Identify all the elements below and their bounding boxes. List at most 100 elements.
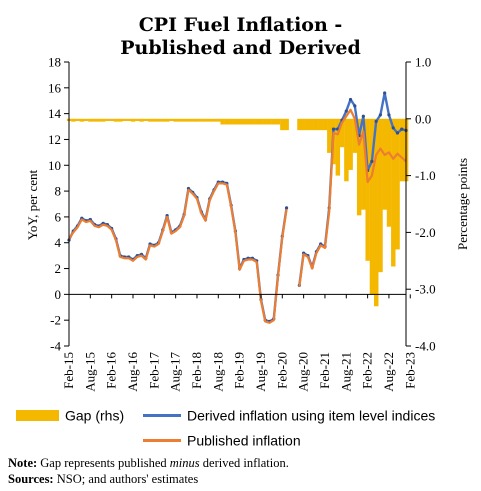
- chart-sources: Sources: NSO; and authors' estimates: [8, 472, 198, 487]
- x-tick-label: Aug-21: [338, 352, 353, 392]
- gap-bar: [211, 118, 217, 122]
- x-tick-label: Aug-17: [168, 352, 183, 392]
- series-lines: [67, 91, 408, 324]
- gap-bar: [382, 118, 388, 210]
- y-tick-label: 10: [48, 158, 61, 173]
- gap-bar: [254, 118, 260, 125]
- legend-derived-label: Derived inflation using item level indic…: [187, 407, 436, 424]
- x-tick-label: Feb-18: [189, 352, 204, 389]
- gap-bar: [361, 118, 366, 210]
- gap-bar: [327, 118, 332, 153]
- y2-tick-label: 1.0: [415, 55, 431, 70]
- gap-bar: [352, 118, 358, 153]
- gap-bar: [344, 118, 349, 182]
- gap-bar: [378, 118, 383, 273]
- gap-bar: [280, 118, 285, 131]
- y-tick-label: -2: [50, 313, 61, 328]
- gap-bar: [177, 118, 183, 122]
- published-line: [68, 108, 407, 324]
- gap-bar: [152, 118, 157, 122]
- gap-bar: [96, 118, 102, 122]
- gap-bar: [164, 118, 170, 122]
- gap-bar: [113, 118, 119, 122]
- gap-bar: [83, 118, 89, 121]
- y-axis-label: YoY, per cent: [25, 169, 40, 240]
- y-tick-label: 8: [55, 184, 62, 199]
- gap-bar: [271, 118, 277, 125]
- gap-bar: [169, 118, 174, 121]
- derived-point: [361, 114, 365, 118]
- y-tick-label: 12: [48, 132, 61, 147]
- y-tick-label: 18: [48, 55, 61, 70]
- derived-point: [391, 126, 395, 130]
- gap-bar: [220, 118, 225, 125]
- legend-derived-swatch: [143, 413, 181, 417]
- legend-gap-swatch: [16, 409, 59, 421]
- gap-bar: [263, 118, 268, 125]
- gap-bar: [391, 118, 396, 267]
- gap-bar: [105, 118, 110, 121]
- x-tick-label: Feb-19: [232, 352, 247, 389]
- x-tick-label: Aug-22: [381, 352, 396, 392]
- x-tick-label: Aug-20: [296, 352, 311, 392]
- gap-bar: [297, 118, 302, 131]
- note-text-post: derived inflation.: [199, 456, 289, 470]
- gap-bar: [399, 118, 405, 182]
- y-tick-label: 16: [48, 80, 62, 95]
- y2-tick-label: 0.0: [415, 111, 431, 126]
- gap-bar: [395, 118, 400, 250]
- y-tick-label: 6: [55, 209, 62, 224]
- gap-bar: [186, 118, 191, 122]
- gap-bar: [369, 118, 375, 295]
- derived-point: [370, 159, 374, 163]
- gap-bar: [301, 118, 306, 131]
- derived-point: [383, 91, 387, 95]
- x-tick-label: Feb-15: [61, 352, 76, 389]
- gap-bar: [92, 118, 97, 122]
- gap-bar: [207, 118, 213, 122]
- derived-point: [284, 206, 289, 210]
- gap-bar: [258, 118, 264, 125]
- sources-label: Sources:: [8, 472, 54, 486]
- gap-bar: [241, 118, 247, 125]
- x-tick-label: Feb-23: [402, 352, 417, 389]
- derived-point: [374, 119, 378, 123]
- x-tick-label: Aug-19: [253, 352, 268, 392]
- x-tick-label: Feb-17: [146, 352, 161, 389]
- gap-bar: [190, 118, 196, 122]
- gap-bar: [348, 118, 353, 170]
- gap-bar: [310, 118, 315, 131]
- x-tick-label: Feb-22: [360, 352, 375, 389]
- gap-bar: [203, 118, 208, 122]
- derived-point: [348, 97, 353, 102]
- gap-bar: [130, 118, 136, 122]
- gap-bar: [126, 118, 132, 121]
- derived-point: [331, 127, 336, 131]
- derived-point: [387, 113, 391, 117]
- gap-bar: [224, 118, 230, 125]
- legend-derived: Derived inflation using item level indic…: [143, 406, 435, 423]
- gap-bar: [75, 118, 80, 121]
- gap-bar: [135, 118, 140, 121]
- gap-bar: [156, 118, 161, 122]
- derived-point: [395, 131, 400, 135]
- legend-gap-label: Gap (rhs): [65, 407, 125, 424]
- gap-bar: [365, 118, 370, 261]
- gap-bar: [160, 118, 166, 122]
- derived-point: [378, 113, 383, 117]
- y2-tick-label: -1.0: [415, 168, 436, 183]
- derived-point: [400, 127, 404, 131]
- gap-bar: [182, 118, 187, 122]
- y2-axis-label: Percentage points: [455, 158, 470, 250]
- gap-bar: [228, 118, 234, 125]
- note-label: Note:: [8, 456, 38, 470]
- gap-bar: [284, 118, 289, 131]
- x-tick-label: Aug-18: [210, 352, 225, 392]
- gap-bar: [139, 118, 144, 122]
- y2-tick-label: -2.0: [415, 225, 436, 240]
- derived-point: [344, 109, 348, 113]
- gap-bar: [335, 118, 341, 176]
- gap-bar: [318, 118, 324, 131]
- gap-bar: [216, 118, 221, 122]
